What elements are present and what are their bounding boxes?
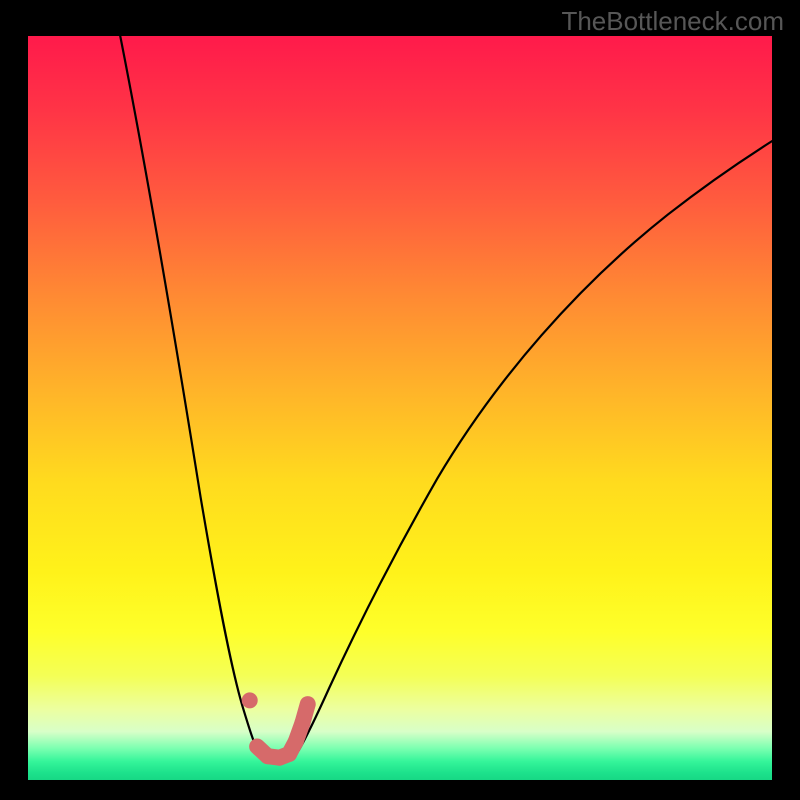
right-branch-curve: [299, 136, 772, 750]
chart-stage: TheBottleneck.com: [0, 0, 800, 800]
marker-series: [242, 692, 308, 757]
plot-area: [28, 36, 772, 780]
watermark-text: TheBottleneck.com: [561, 6, 784, 37]
curve-layer: [28, 36, 772, 780]
marker-dot: [242, 692, 258, 708]
left-branch-curve: [117, 36, 258, 750]
marker-connector: [303, 704, 308, 723]
